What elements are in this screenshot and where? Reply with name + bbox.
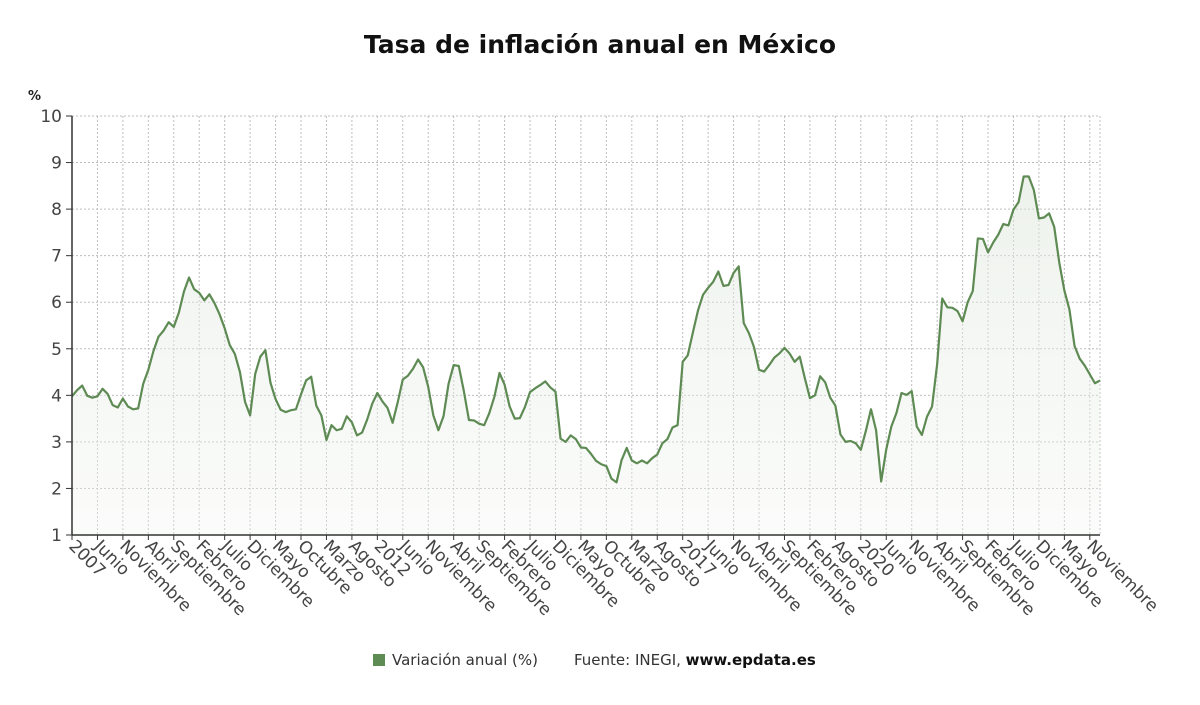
y-axis-unit: % <box>28 89 41 104</box>
y-tick-label: 6 <box>51 293 62 313</box>
x-axis-ticks: 2007JunioNoviembreAbrilSeptiembreFebrero… <box>64 535 1162 620</box>
y-tick-label: 3 <box>51 433 62 453</box>
source-site: www.epdata.es <box>685 651 816 669</box>
y-tick-label: 8 <box>51 200 62 220</box>
legend: Variación anual (%) Fuente: INEGI, www.e… <box>373 651 816 669</box>
y-tick-label: 2 <box>51 479 62 499</box>
chart-svg: % 1 2 3 4 5 6 7 8 9 10 2007JunioNoviembreAbrilSep… <box>28 89 1162 620</box>
y-tick-label: 1 <box>51 526 62 546</box>
y-tick-label: 4 <box>51 386 62 406</box>
legend-label: Variación anual (%) <box>392 651 538 669</box>
y-tick-label: 5 <box>51 340 62 360</box>
legend-swatch <box>373 654 385 666</box>
series-area <box>72 176 1100 535</box>
y-tick-label: 9 <box>51 154 62 174</box>
y-tick-label: 7 <box>51 247 62 267</box>
axes <box>71 116 1100 536</box>
series-line <box>71 175 1101 484</box>
source-text: Fuente: INEGI, www.epdata.es <box>574 651 816 669</box>
y-axis-ticks: 1 2 3 4 5 6 7 8 9 10 <box>40 107 72 546</box>
y-tick-label: 10 <box>40 107 62 127</box>
source-prefix: Fuente: INEGI, <box>573 651 686 669</box>
chart-title: Tasa de inflación anual en México <box>363 30 837 59</box>
